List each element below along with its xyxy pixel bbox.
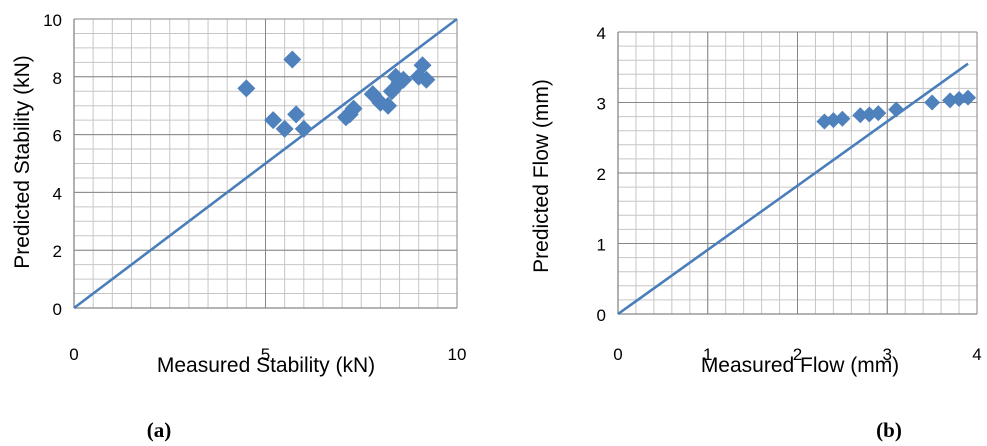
flow-data-point (834, 110, 851, 127)
flow-data-point (852, 107, 869, 124)
stability-data-point (287, 105, 306, 124)
flow-x-tick-label: 3 (883, 345, 892, 364)
x-axis-title-flow: Measured Flow (mm) (701, 354, 899, 377)
chart-flow: 0 1 2 3 4 0 1 2 3 4 (597, 24, 982, 364)
flow-x-tick-label: 4 (972, 345, 981, 364)
flow-y-tick-label: 0 (597, 306, 606, 325)
y-axis-title-flow: Predicted Flow (mm) (530, 79, 553, 273)
stability-data-point (394, 70, 413, 89)
stability-data-point (379, 96, 398, 115)
stability-data-point (417, 70, 436, 89)
stability-data-point (283, 50, 302, 69)
flow-data-point (960, 89, 977, 106)
stability-y-tick-label: 8 (53, 69, 62, 88)
flow-reference-line (617, 62, 969, 316)
flow-y-tick-label: 2 (597, 165, 606, 184)
flow-x-tick-label: 0 (613, 345, 622, 364)
stability-x-tick-label: 10 (448, 345, 467, 364)
stability-data-point (413, 56, 432, 75)
stability-data-point (344, 99, 363, 118)
flow-x-tick-label: 1 (703, 345, 712, 364)
flow-x-tick-label: 2 (793, 345, 802, 364)
x-axis-title-stability: Measured Stability (kN) (157, 354, 375, 377)
stability-y-tick-label: 2 (53, 242, 62, 261)
flow-data-point (888, 101, 905, 118)
stability-data-point (264, 111, 283, 130)
stability-data-point (237, 79, 256, 98)
chart-stability: 0 2 4 6 8 10 0 5 10 (43, 11, 466, 364)
flow-y-tick-label: 1 (597, 236, 606, 255)
panel-label-b: (b) (876, 418, 902, 442)
stability-y-tick-label: 0 (53, 300, 62, 319)
stability-x-tick-label: 5 (261, 345, 270, 364)
stability-reference-line (73, 17, 458, 310)
stability-data-point (275, 119, 294, 138)
stability-data-point (294, 119, 313, 138)
y-axis-title-stability: Predicted Stability (kN) (11, 55, 34, 269)
stability-x-tick-label: 0 (69, 345, 78, 364)
flow-y-tick-label: 4 (597, 24, 606, 43)
panel-label-a: (a) (147, 418, 172, 442)
flow-y-tick-label: 3 (597, 95, 606, 114)
stability-y-tick-label: 6 (53, 127, 62, 146)
stability-y-tick-label: 10 (43, 11, 62, 30)
flow-data-point (924, 94, 941, 111)
stability-y-tick-label: 4 (53, 184, 62, 203)
flow-data-point (870, 105, 887, 122)
